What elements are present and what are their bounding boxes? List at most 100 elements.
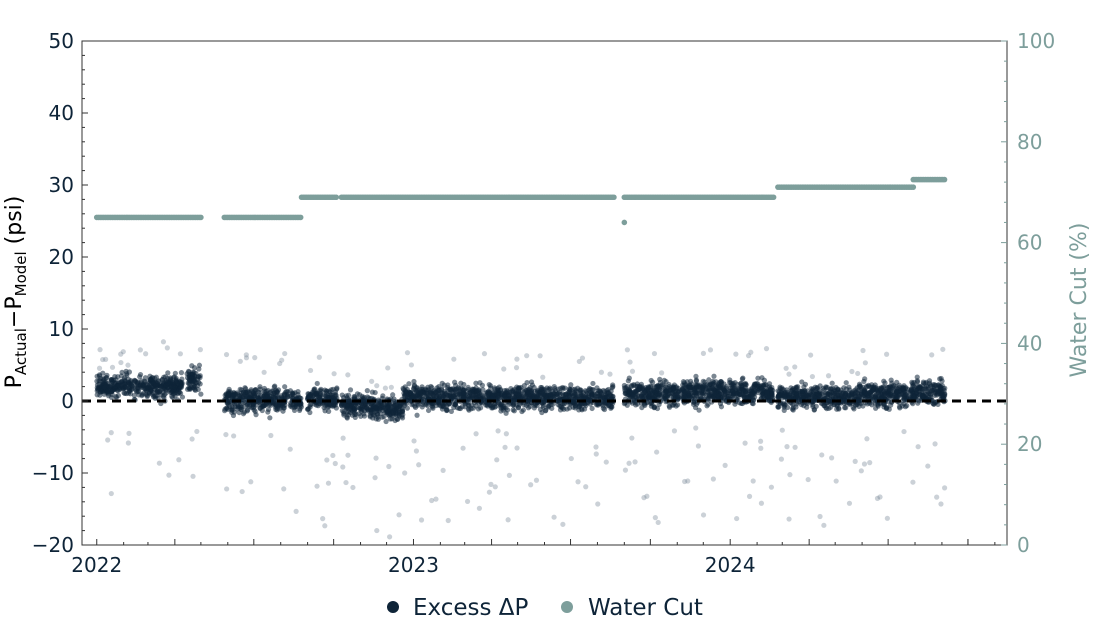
excess-dp-point: [369, 378, 375, 384]
excess-dp-point: [325, 480, 332, 486]
excess-dp-point: [156, 460, 162, 466]
excess-dp-point: [242, 404, 248, 410]
legend-marker-water-cut: [561, 601, 573, 613]
excess-dp-point: [867, 460, 873, 466]
excess-dp-point: [352, 411, 358, 418]
excess-dp-point: [265, 393, 271, 399]
excess-dp-point: [693, 373, 699, 379]
excess-dp-point: [538, 386, 544, 393]
excess-dp-point: [121, 390, 127, 396]
excess-dp-point: [332, 460, 338, 467]
excess-dp-point: [934, 494, 940, 500]
excess-dp-point: [297, 395, 303, 401]
excess-dp-point: [911, 384, 918, 390]
excess-dp-point: [238, 406, 244, 413]
excess-dp-point: [910, 479, 916, 485]
excess-dp-point: [711, 382, 717, 388]
excess-dp-point: [655, 519, 661, 526]
excess-dp-point: [515, 405, 522, 411]
excess-dp-point: [184, 371, 190, 377]
excess-dp-point: [745, 391, 751, 397]
excess-dp-point: [882, 380, 888, 386]
excess-dp-point: [593, 451, 599, 457]
excess-dp-point: [388, 384, 394, 390]
excess-dp-point: [861, 461, 868, 467]
excess-dp-point: [817, 513, 823, 520]
excess-dp-point: [451, 356, 457, 362]
excess-dp-point: [481, 351, 488, 357]
excess-dp-point: [877, 387, 883, 393]
excess-dp-point: [445, 517, 451, 524]
excess-dp-point: [718, 404, 725, 410]
excess-dp-point: [919, 383, 925, 389]
excess-dp-point: [197, 374, 203, 381]
excess-dp-point: [768, 484, 775, 490]
excess-dp-point: [801, 384, 807, 390]
excess-dp-point: [718, 380, 725, 387]
excess-dp-point: [846, 500, 853, 506]
excess-dp-point: [147, 373, 153, 379]
excess-dp-point: [533, 477, 540, 483]
y-left-tick-label: −10: [32, 461, 74, 485]
excess-dp-point: [566, 405, 573, 411]
excess-dp-point: [373, 455, 379, 461]
excess-dp-point: [358, 406, 364, 412]
y-left-tick-label: 40: [49, 101, 74, 125]
excess-dp-point: [321, 405, 327, 411]
excess-dp-point: [339, 408, 345, 414]
excess-dp-point: [305, 406, 311, 412]
excess-dp-point: [494, 457, 500, 463]
excess-dp-point: [692, 404, 699, 411]
excess-dp-point: [381, 406, 387, 412]
excess-dp-point: [479, 382, 485, 388]
excess-dp-point: [374, 527, 380, 534]
excess-dp-point: [763, 346, 770, 352]
excess-dp-point: [785, 404, 791, 410]
excess-dp-point: [425, 407, 432, 414]
excess-dp-point: [651, 350, 658, 357]
excess-dp-point: [473, 431, 479, 437]
excess-dp-point: [115, 374, 121, 380]
excess-dp-point: [650, 379, 656, 385]
excess-dp-point: [700, 512, 707, 518]
excess-dp-point: [654, 405, 661, 412]
excess-dp-point: [524, 380, 530, 386]
y-right-tick-label: 40: [1017, 331, 1042, 355]
excess-dp-point: [172, 370, 178, 376]
water-cut-point: [333, 194, 340, 201]
excess-dp-point: [862, 360, 868, 366]
excess-dp-point: [366, 395, 372, 401]
excess-dp-point: [100, 378, 106, 384]
y-axis-right-label: Water Cut (%): [1067, 222, 1092, 377]
excess-dp-point: [627, 359, 633, 365]
excess-dp-point: [108, 430, 114, 436]
excess-dp-point: [867, 389, 873, 395]
excess-dp-point: [942, 385, 948, 391]
excess-dp-point: [513, 365, 520, 371]
excess-dp-point: [928, 394, 934, 400]
excess-dp-point: [350, 484, 356, 491]
excess-dp-point: [314, 483, 320, 489]
excess-dp-point: [418, 517, 425, 523]
excess-dp-point: [439, 393, 446, 399]
excess-dp-point: [775, 388, 781, 394]
excess-dp-point: [197, 347, 203, 353]
excess-dp-point: [131, 392, 138, 399]
excess-dp-point: [499, 391, 505, 397]
excess-dp-point: [610, 382, 616, 388]
excess-dp-point: [902, 404, 909, 410]
excess-dp-point: [808, 352, 814, 358]
excess-dp-point: [825, 391, 831, 397]
legend-label-water-cut: Water Cut: [588, 595, 703, 621]
excess-dp-point: [760, 394, 766, 401]
excess-dp-point: [503, 405, 509, 411]
excess-dp-point: [404, 350, 411, 356]
excess-dp-point: [652, 515, 658, 521]
excess-dp-point: [657, 386, 663, 392]
excess-dp-point: [931, 401, 937, 407]
y-left-tick-label: 10: [49, 317, 74, 341]
excess-dp-point: [938, 501, 944, 507]
excess-dp-point: [864, 436, 870, 442]
excess-dp-point: [671, 428, 678, 434]
